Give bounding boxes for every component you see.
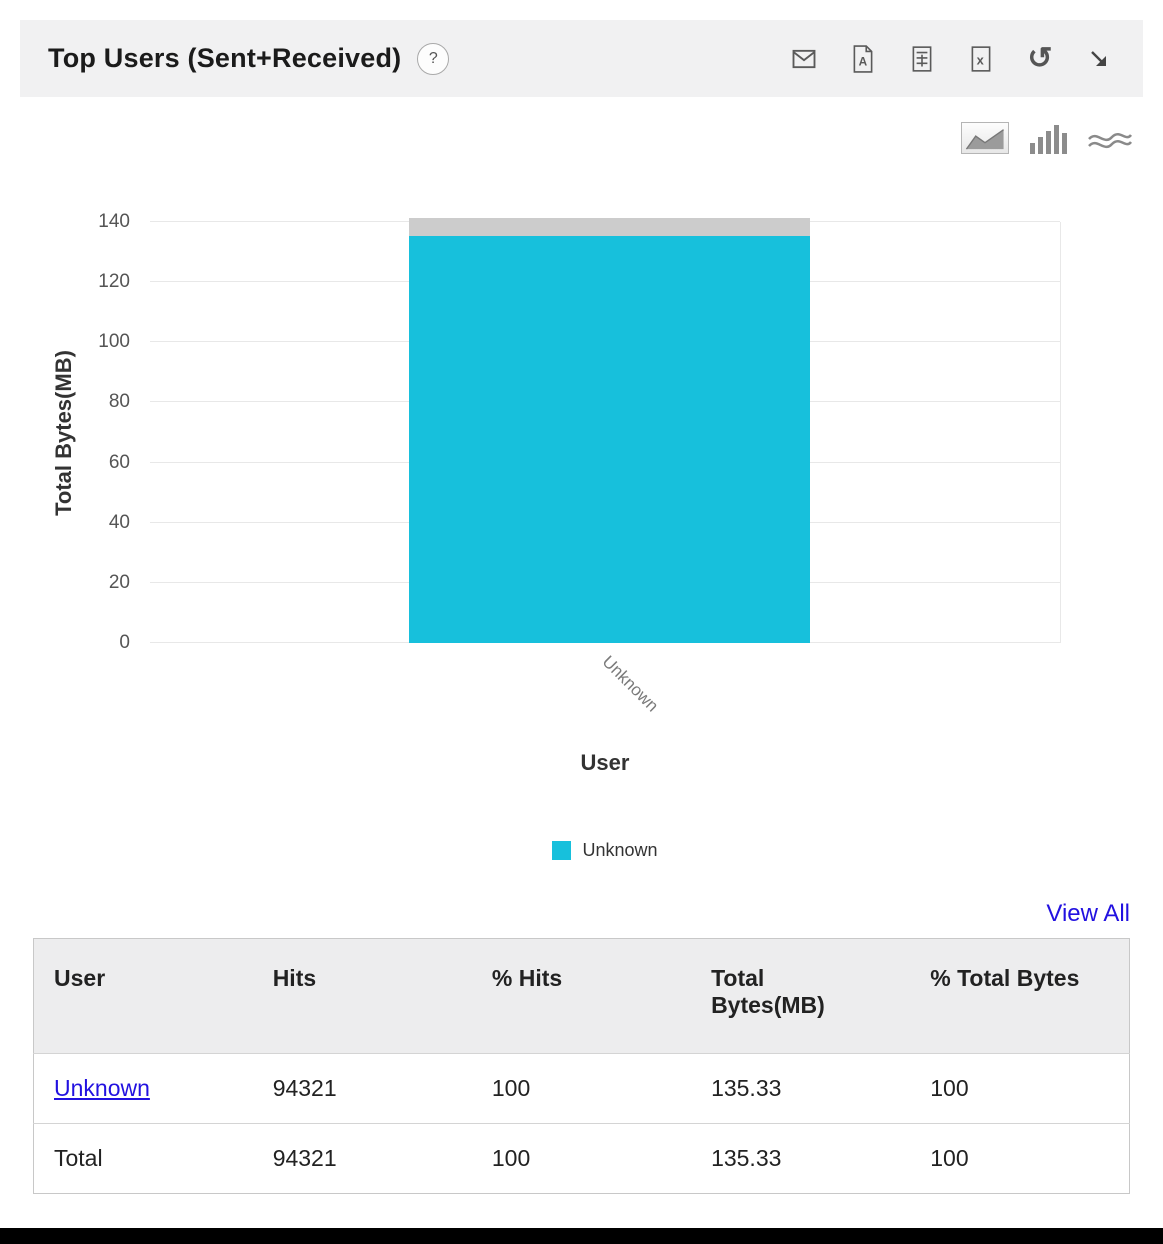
y-axis-title-wrap: Total Bytes(MB) bbox=[34, 222, 94, 643]
y-tick-label: 140 bbox=[98, 211, 130, 232]
user-link[interactable]: Unknown bbox=[54, 1075, 150, 1101]
excel-icon[interactable]: x bbox=[965, 43, 997, 75]
pdf-icon[interactable]: A bbox=[847, 43, 879, 75]
chart-legend[interactable]: Unknown bbox=[150, 840, 1060, 861]
bottom-bar bbox=[0, 1228, 1163, 1244]
bar-unknown[interactable] bbox=[409, 217, 810, 643]
email-icon[interactable] bbox=[788, 43, 820, 75]
help-icon[interactable]: ? bbox=[417, 42, 450, 75]
y-tick-label: 100 bbox=[98, 331, 130, 353]
col-header-pct-total-bytes: % Total Bytes bbox=[910, 938, 1130, 1054]
report-icon[interactable] bbox=[906, 43, 938, 75]
x-tick-label: Unknown bbox=[598, 652, 663, 716]
col-header-pct-hits: % Hits bbox=[471, 938, 692, 1054]
legend-label: Unknown bbox=[582, 840, 658, 860]
page-title: Top Users (Sent+Received) bbox=[48, 43, 402, 73]
chart-type-switcher bbox=[961, 122, 1133, 154]
svg-text:x: x bbox=[977, 52, 985, 67]
y-tick-label: 40 bbox=[108, 511, 130, 533]
y-tick-label: 120 bbox=[98, 271, 130, 293]
widget-header: Top Users (Sent+Received) ? A bbox=[20, 20, 1143, 97]
svg-text:A: A bbox=[859, 54, 868, 68]
cell-total-bytes: 135.33 bbox=[691, 1123, 911, 1194]
table-row: Unknown 94321 100 135.33 100 bbox=[33, 1053, 1130, 1124]
col-header-total-bytes: Total Bytes(MB) bbox=[691, 938, 911, 1054]
col-header-hits: Hits bbox=[252, 938, 472, 1054]
cell-user: Total bbox=[33, 1123, 253, 1194]
y-tick-label: 20 bbox=[108, 571, 130, 593]
plot-area bbox=[150, 217, 1061, 643]
legend-swatch bbox=[552, 841, 572, 860]
y-tick-label: 80 bbox=[108, 391, 130, 413]
bar-fill bbox=[409, 236, 810, 643]
cell-pct-hits: 100 bbox=[471, 1053, 692, 1124]
area-chart-icon[interactable] bbox=[961, 122, 1009, 154]
view-all-link[interactable]: View All bbox=[1046, 900, 1130, 927]
bar-chart-icon[interactable] bbox=[1029, 124, 1067, 154]
cell-total-bytes: 135.33 bbox=[691, 1053, 911, 1124]
table-row-total: Total 94321 100 135.33 100 bbox=[33, 1123, 1130, 1194]
table-header-row: User Hits % Hits Total Bytes(MB) % Total… bbox=[33, 938, 1130, 1054]
header-action-icons: A x ↺ bbox=[788, 43, 1115, 75]
refresh-icon[interactable]: ↺ bbox=[1027, 41, 1053, 75]
y-axis-title: Total Bytes(MB) bbox=[51, 349, 77, 516]
expand-icon[interactable] bbox=[1083, 43, 1115, 75]
col-header-user: User bbox=[33, 938, 253, 1054]
top-users-table: User Hits % Hits Total Bytes(MB) % Total… bbox=[33, 938, 1130, 1194]
y-tick-label: 0 bbox=[119, 632, 130, 653]
stream-chart-icon[interactable] bbox=[1087, 126, 1133, 154]
cell-user: Unknown bbox=[33, 1053, 253, 1124]
cell-hits: 94321 bbox=[252, 1053, 472, 1124]
x-axis-title: User bbox=[580, 750, 630, 775]
y-tick-label: 60 bbox=[108, 451, 130, 473]
y-axis-ticks: 0 20 40 60 80 100 120 140 bbox=[92, 211, 140, 653]
cell-pct-total-bytes: 100 bbox=[910, 1053, 1130, 1124]
cell-pct-total-bytes: 100 bbox=[910, 1123, 1130, 1194]
cell-hits: 94321 bbox=[252, 1123, 472, 1194]
cell-pct-hits: 100 bbox=[471, 1123, 692, 1194]
